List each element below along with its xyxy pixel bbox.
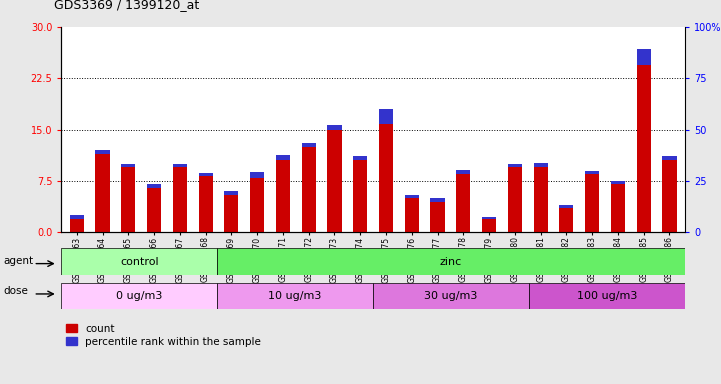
Bar — [663, 161, 676, 232]
Bar — [173, 167, 187, 232]
Text: zinc: zinc — [440, 257, 462, 266]
Text: agent: agent — [4, 256, 34, 266]
Bar — [611, 181, 625, 184]
Text: 10 ug/m3: 10 ug/m3 — [268, 291, 322, 301]
Bar — [121, 167, 136, 232]
Bar — [217, 283, 373, 309]
Bar — [611, 184, 625, 232]
Bar — [585, 170, 599, 174]
Bar — [250, 177, 264, 232]
Bar — [70, 215, 84, 218]
Bar — [250, 172, 264, 177]
Bar — [147, 188, 162, 232]
Bar — [173, 164, 187, 167]
Bar — [482, 218, 496, 232]
Bar — [508, 164, 522, 167]
Bar — [379, 124, 393, 232]
Bar — [508, 167, 522, 232]
Bar — [276, 161, 290, 232]
Text: GDS3369 / 1399120_at: GDS3369 / 1399120_at — [54, 0, 199, 12]
Bar — [353, 161, 367, 232]
Bar — [559, 209, 573, 232]
Bar — [404, 198, 419, 232]
Bar — [61, 283, 217, 309]
Bar — [95, 150, 110, 154]
Bar — [373, 283, 529, 309]
Text: control: control — [120, 257, 159, 266]
Bar — [430, 202, 445, 232]
Bar — [637, 50, 651, 65]
Text: 100 ug/m3: 100 ug/m3 — [577, 291, 637, 301]
Bar — [456, 170, 470, 174]
Bar — [559, 205, 573, 209]
Bar — [61, 248, 217, 275]
Bar — [198, 173, 213, 176]
Legend: count, percentile rank within the sample: count, percentile rank within the sample — [66, 324, 261, 347]
Bar — [430, 198, 445, 202]
Bar — [529, 283, 685, 309]
Bar — [301, 142, 316, 147]
Bar — [217, 248, 685, 275]
Bar — [482, 217, 496, 218]
Bar — [379, 109, 393, 124]
Bar — [534, 167, 548, 232]
Bar — [327, 130, 342, 232]
Bar — [121, 164, 136, 167]
Bar — [663, 156, 676, 161]
Bar — [585, 174, 599, 232]
Text: 0 ug/m3: 0 ug/m3 — [116, 291, 162, 301]
Bar — [147, 184, 162, 188]
Bar — [95, 154, 110, 232]
Bar — [301, 147, 316, 232]
Bar — [534, 163, 548, 167]
Text: dose: dose — [4, 286, 29, 296]
Bar — [353, 156, 367, 161]
Bar — [637, 65, 651, 232]
Bar — [224, 191, 239, 195]
Bar — [404, 195, 419, 198]
Bar — [198, 176, 213, 232]
Bar — [224, 195, 239, 232]
Text: 30 ug/m3: 30 ug/m3 — [425, 291, 478, 301]
Bar — [327, 126, 342, 130]
Bar — [276, 155, 290, 161]
Bar — [70, 218, 84, 232]
Bar — [456, 174, 470, 232]
